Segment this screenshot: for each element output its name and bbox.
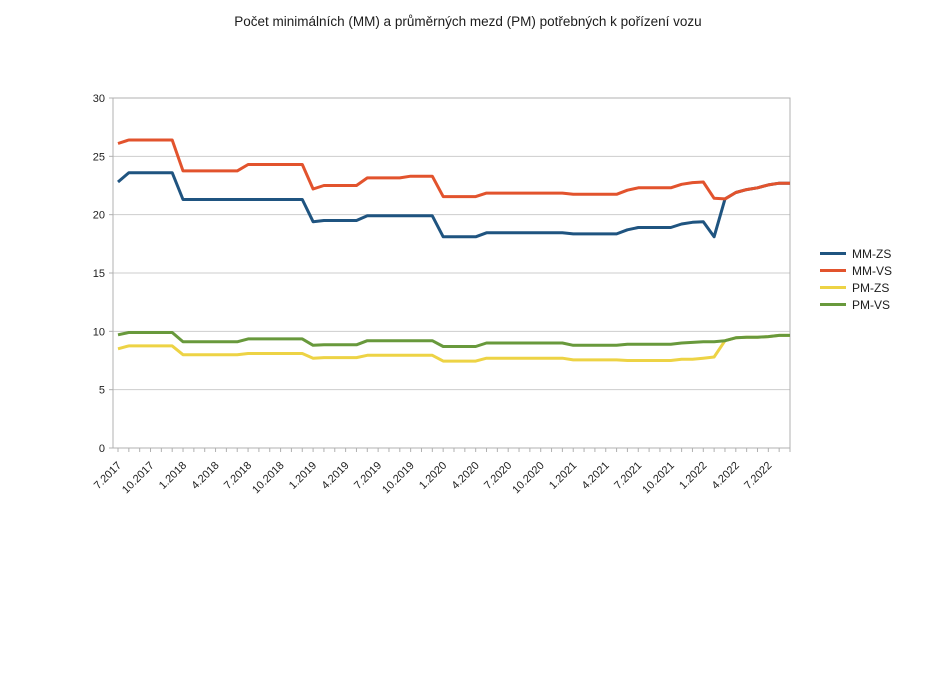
series-line-pm-zs xyxy=(117,333,790,363)
y-axis-label: 20 xyxy=(93,210,105,222)
legend-swatch-mm-vs xyxy=(820,269,846,272)
x-axis-label: 7.2020 xyxy=(482,460,514,492)
x-axis-label: 7.2018 xyxy=(222,460,254,492)
legend-swatch-pm-vs xyxy=(820,303,846,306)
x-axis-label: 10.2018 xyxy=(250,460,287,497)
x-axis-label: 10.2019 xyxy=(380,460,417,497)
x-axis-label: 4.2022 xyxy=(710,460,742,492)
y-axis-label: 5 xyxy=(99,385,105,397)
x-axis-label: 4.2020 xyxy=(450,460,482,492)
x-axis-label: 7.2019 xyxy=(352,460,384,492)
legend-item-mm-zs: MM-ZS xyxy=(820,245,892,262)
series-line-pm-vs xyxy=(117,331,790,348)
chart-title: Počet minimálních (MM) a průměrných mezd… xyxy=(234,14,702,29)
x-axis-label: 1.2018 xyxy=(157,460,189,492)
x-axis-label: 7.2021 xyxy=(612,460,644,492)
x-axis-label: 7.2022 xyxy=(742,460,774,492)
legend-label-mm-zs: MM-ZS xyxy=(852,246,892,261)
legend-swatch-mm-zs xyxy=(820,252,846,255)
chart-legend: MM-ZS MM-VS PM-ZS PM-VS xyxy=(820,245,892,313)
x-axis-label: 4.2021 xyxy=(580,460,612,492)
legend-item-pm-zs: PM-ZS xyxy=(820,279,892,296)
y-axis-label: 25 xyxy=(93,151,105,163)
x-axis-label: 1.2020 xyxy=(417,460,449,492)
x-axis-label: 1.2022 xyxy=(677,460,709,492)
x-axis-label: 10.2017 xyxy=(120,460,157,497)
legend-label-pm-zs: PM-ZS xyxy=(852,280,890,295)
y-axis-label: 0 xyxy=(99,443,105,455)
legend-swatch-pm-zs xyxy=(820,286,846,289)
y-axis-label: 30 xyxy=(93,93,105,105)
y-axis-label: 15 xyxy=(93,268,105,280)
legend-item-pm-vs: PM-VS xyxy=(820,296,892,313)
series-line-mm-vs xyxy=(117,138,790,201)
x-axis-label: 10.2020 xyxy=(510,460,547,497)
x-axis-label: 10.2021 xyxy=(640,460,677,497)
x-axis-label: 1.2019 xyxy=(287,460,319,492)
series-line-mm-zs xyxy=(117,171,790,239)
x-axis-label: 7.2017 xyxy=(92,460,124,492)
legend-label-mm-vs: MM-VS xyxy=(852,263,892,278)
x-axis-label: 1.2021 xyxy=(547,460,579,492)
x-axis-label: 4.2019 xyxy=(319,460,351,492)
y-axis-label: 10 xyxy=(93,326,105,338)
legend-item-mm-vs: MM-VS xyxy=(820,262,892,279)
x-axis-label: 4.2018 xyxy=(189,460,221,492)
legend-label-pm-vs: PM-VS xyxy=(852,297,891,312)
